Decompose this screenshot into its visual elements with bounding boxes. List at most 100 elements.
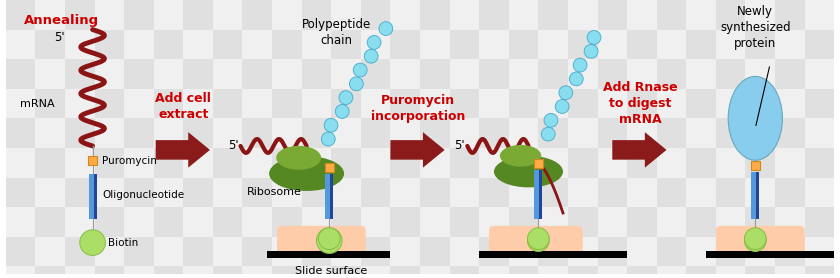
Bar [509, 29, 538, 59]
Bar [95, 266, 124, 278]
Bar [657, 266, 686, 278]
Bar [686, 118, 716, 148]
Text: Ribosome: Ribosome [247, 187, 302, 197]
Bar [805, 266, 834, 278]
Bar [391, 29, 420, 59]
Bar [686, 178, 716, 207]
Circle shape [559, 86, 573, 100]
Bar [627, 148, 657, 178]
Bar [183, 237, 213, 266]
Circle shape [570, 72, 583, 86]
Bar [834, 118, 840, 148]
Bar [627, 118, 657, 148]
Bar [775, 29, 805, 59]
Bar [35, 118, 65, 148]
Bar [302, 148, 331, 178]
Bar [775, 207, 805, 237]
Bar [539, 170, 543, 219]
Bar [745, 118, 775, 148]
Text: Annealing: Annealing [24, 14, 98, 27]
Bar [834, 0, 840, 29]
Bar [449, 29, 479, 59]
Text: 5': 5' [55, 31, 65, 44]
Bar [657, 207, 686, 237]
Bar [534, 159, 543, 168]
Bar [154, 237, 183, 266]
Bar [420, 118, 449, 148]
Bar [509, 207, 538, 237]
Bar [243, 237, 272, 266]
Bar [716, 89, 745, 118]
Bar [213, 178, 243, 207]
Bar [775, 148, 805, 178]
Bar [154, 207, 183, 237]
Bar [449, 118, 479, 148]
Bar [95, 59, 124, 89]
Bar [420, 59, 449, 89]
Bar [154, 148, 183, 178]
Bar [391, 118, 420, 148]
Bar [834, 178, 840, 207]
Bar [6, 178, 35, 207]
Bar [302, 118, 331, 148]
Bar [509, 148, 538, 178]
Bar [597, 207, 627, 237]
Bar [627, 89, 657, 118]
Bar [154, 89, 183, 118]
Bar [449, 266, 479, 278]
Bar [479, 207, 509, 237]
Bar [420, 178, 449, 207]
Bar [834, 237, 840, 266]
Text: Oligonucleotide: Oligonucleotide [102, 190, 185, 200]
Bar [479, 59, 509, 89]
Bar [479, 252, 627, 258]
Bar [657, 148, 686, 178]
Bar [183, 0, 213, 29]
Bar [775, 0, 805, 29]
Bar [597, 178, 627, 207]
Bar [657, 237, 686, 266]
Bar [686, 0, 716, 29]
Bar [686, 237, 716, 266]
Circle shape [349, 77, 363, 91]
Bar [479, 148, 509, 178]
Bar [267, 252, 391, 258]
Bar [834, 207, 840, 237]
Bar [449, 59, 479, 89]
Bar [538, 237, 568, 266]
Bar [331, 237, 361, 266]
Bar [65, 89, 95, 118]
Bar [538, 207, 568, 237]
Ellipse shape [494, 156, 563, 187]
Bar [391, 207, 420, 237]
Circle shape [573, 58, 587, 72]
Circle shape [584, 44, 598, 58]
Bar [6, 207, 35, 237]
Bar [361, 118, 391, 148]
Bar [775, 237, 805, 266]
Bar [538, 178, 568, 207]
Bar [745, 266, 775, 278]
Bar [509, 118, 538, 148]
Circle shape [528, 230, 549, 252]
Bar [243, 89, 272, 118]
Bar [272, 207, 302, 237]
Bar [183, 89, 213, 118]
Bar [805, 89, 834, 118]
Bar [509, 266, 538, 278]
Bar [805, 0, 834, 29]
Bar [686, 89, 716, 118]
Bar [361, 237, 391, 266]
Bar [243, 59, 272, 89]
Bar [154, 59, 183, 89]
Bar [805, 237, 834, 266]
Bar [509, 89, 538, 118]
Bar [657, 29, 686, 59]
Bar [509, 0, 538, 29]
Bar [272, 178, 302, 207]
Bar [183, 148, 213, 178]
Text: 5': 5' [454, 140, 465, 152]
Text: Add Rnase
to digest
mRNA: Add Rnase to digest mRNA [602, 81, 677, 126]
Bar [302, 266, 331, 278]
Bar [124, 118, 154, 148]
